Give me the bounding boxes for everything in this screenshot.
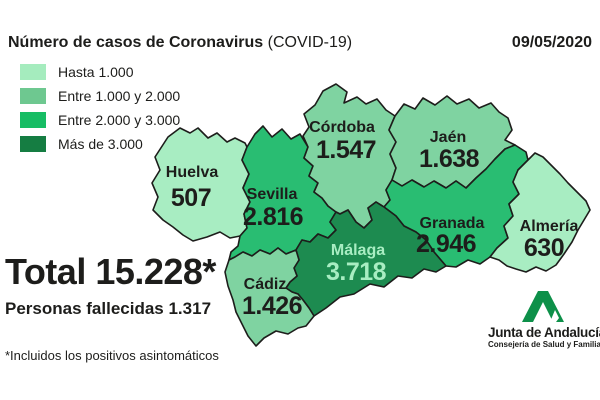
legend-label-bin1: Hasta 1.000 (58, 64, 134, 80)
province-cordoba-value: 1.547 (316, 136, 376, 164)
province-malaga-label: Málaga (331, 242, 385, 259)
legend-label-bin3: Entre 2.000 y 3.000 (58, 112, 181, 128)
province-jaen-label: Jaén (430, 129, 466, 146)
legend: Hasta 1.000 Entre 1.000 y 2.000 Entre 2.… (20, 64, 180, 160)
province-jaen-value: 1.638 (419, 145, 480, 173)
province-granada-value: 2.946 (416, 230, 476, 258)
footnote: *Incluidos los positivos asintomáticos (5, 348, 219, 363)
legend-row: Hasta 1.000 (20, 64, 180, 80)
legend-label-bin2: Entre 1.000 y 2.000 (58, 88, 181, 104)
province-cordoba-label: Córdoba (309, 119, 375, 136)
province-granada-label: Granada (420, 215, 485, 232)
legend-swatch-bin2 (20, 88, 46, 104)
province-sevilla-label: Sevilla (247, 186, 298, 203)
junta-logo: Junta de Andalucía Consejería de Salud y… (488, 289, 600, 349)
legend-swatch-bin3 (20, 112, 46, 128)
province-almeria-shape (489, 152, 591, 273)
junta-logo-org: Junta de Andalucía (488, 325, 600, 340)
legend-label-bin4: Más de 3.000 (58, 136, 143, 152)
province-sevilla-value: 2.816 (243, 203, 303, 231)
legend-swatch-bin4 (20, 136, 46, 152)
total-cases: Total 15.228* (5, 251, 216, 292)
page-title-main: Número de casos de Coronavirus (8, 34, 264, 51)
province-huelva-label: Huelva (166, 164, 219, 181)
junta-logo-icon (522, 291, 564, 322)
legend-row: Más de 3.000 (20, 136, 180, 152)
report-date: 09/05/2020 (511, 34, 592, 51)
legend-swatch-bin1 (20, 64, 46, 80)
province-cadiz-shape (224, 247, 315, 347)
legend-row: Entre 1.000 y 2.000 (20, 88, 180, 104)
junta-logo-dept: Consejería de Salud y Familias (488, 340, 600, 349)
legend-row: Entre 2.000 y 3.000 (20, 112, 180, 128)
province-malaga-value: 3.718 (326, 258, 387, 286)
page-title: Número de casos de Coronavirus (COVID-19… (8, 34, 352, 52)
province-cadiz-value: 1.426 (242, 292, 302, 320)
province-almeria-value: 630 (524, 234, 564, 262)
province-almeria-label: Almería (520, 218, 579, 235)
page-title-sub: (COVID-19) (263, 34, 353, 51)
province-huelva-value: 507 (171, 184, 211, 212)
province-cadiz-label: Cádiz (244, 276, 287, 293)
deaths-count: Personas fallecidas 1.317 (5, 299, 212, 318)
